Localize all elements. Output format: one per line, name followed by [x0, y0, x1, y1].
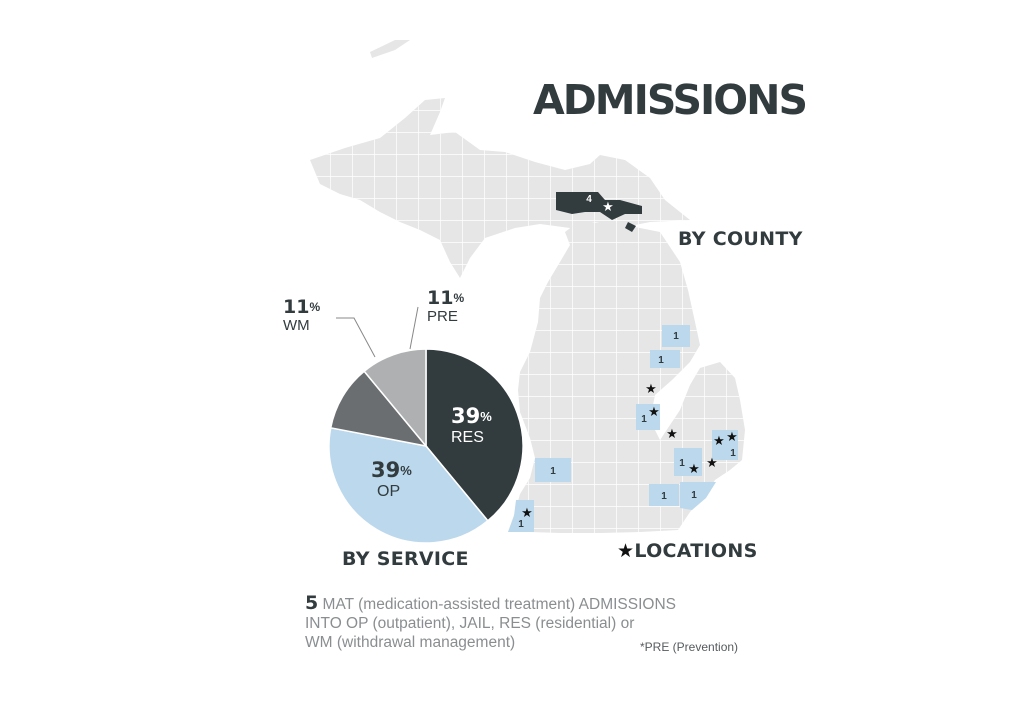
count-label: 1	[661, 491, 667, 502]
slice-name: RES	[451, 429, 484, 446]
star-icon: ★	[666, 427, 678, 442]
leader-line-wm	[336, 317, 376, 358]
count-label: 1	[641, 414, 647, 425]
by-county-label: BY COUNTY	[678, 228, 803, 250]
note-line-3: WM (withdrawal management)	[305, 634, 516, 651]
count-label: 1	[518, 519, 524, 530]
county-northern-michigan	[556, 192, 642, 220]
star-icon: ★	[726, 430, 738, 445]
admissions-note: 5 MAT (medication-assisted treatment) AD…	[305, 594, 775, 652]
county-thumb-upper	[662, 325, 690, 347]
slice-label-wm: 11% WM	[283, 296, 321, 335]
star-icon: ★	[688, 462, 700, 477]
pie-slice-pre	[363, 348, 427, 449]
star-icon: ★	[645, 382, 657, 397]
slice-label-pre: 11% PRE	[427, 287, 465, 326]
count-label: 1	[679, 458, 685, 469]
by-service-label: BY SERVICE	[342, 548, 469, 570]
count-label: 1	[691, 490, 697, 501]
pct-sign: %	[309, 300, 321, 314]
slice-name: OP	[377, 483, 401, 500]
count-label: 1	[730, 448, 736, 459]
pct-sign: %	[480, 409, 492, 424]
pct-value: 39	[371, 458, 401, 482]
count-label: 1	[658, 355, 664, 366]
county-st-clair	[712, 430, 738, 460]
star-icon: ★	[602, 200, 614, 215]
pie-slice-op	[328, 426, 489, 544]
pct-value: 11	[283, 296, 310, 318]
count-label: 4	[586, 194, 592, 205]
star-icon: ★	[617, 540, 635, 562]
pct-sign: %	[453, 291, 465, 305]
locations-label: LOCATIONS	[634, 540, 758, 562]
slice-label-op: 39% OP	[371, 458, 412, 501]
locations-legend: ★LOCATIONS	[617, 540, 758, 562]
pie-slice-res	[425, 348, 524, 522]
service-pie-chart	[328, 348, 524, 544]
county-washtenaw	[649, 484, 679, 506]
pct-sign: %	[400, 463, 412, 478]
slice-name: WM	[283, 317, 310, 334]
slice-label-res: 39% RES	[451, 404, 492, 447]
count-label: 1	[673, 331, 679, 342]
county-wayne	[680, 482, 716, 510]
page-title: ADMISSIONS	[533, 76, 808, 124]
county-genesee	[636, 404, 660, 430]
footnote: *PRE (Prevention)	[640, 640, 739, 654]
pct-value: 39	[451, 404, 481, 428]
pie-slice-wm	[329, 370, 428, 448]
count-label: 1	[550, 466, 556, 477]
note-line-1: MAT (medication-assisted treatment) ADMI…	[318, 596, 676, 613]
note-line-2: INTO OP (outpatient), JAIL, RES (residen…	[305, 615, 635, 632]
county-kent	[535, 458, 571, 482]
county-thumb-lower	[650, 350, 680, 368]
county-livingston	[674, 448, 702, 476]
pct-value: 11	[427, 287, 454, 309]
star-icon: ★	[713, 434, 725, 449]
star-icon: ★	[648, 405, 660, 420]
note-count: 5	[305, 592, 319, 614]
slice-name: PRE	[427, 308, 458, 325]
star-icon: ★	[521, 506, 533, 521]
county-berrien	[508, 500, 534, 532]
leader-line-pre	[409, 306, 419, 350]
star-icon: ★	[706, 456, 718, 471]
